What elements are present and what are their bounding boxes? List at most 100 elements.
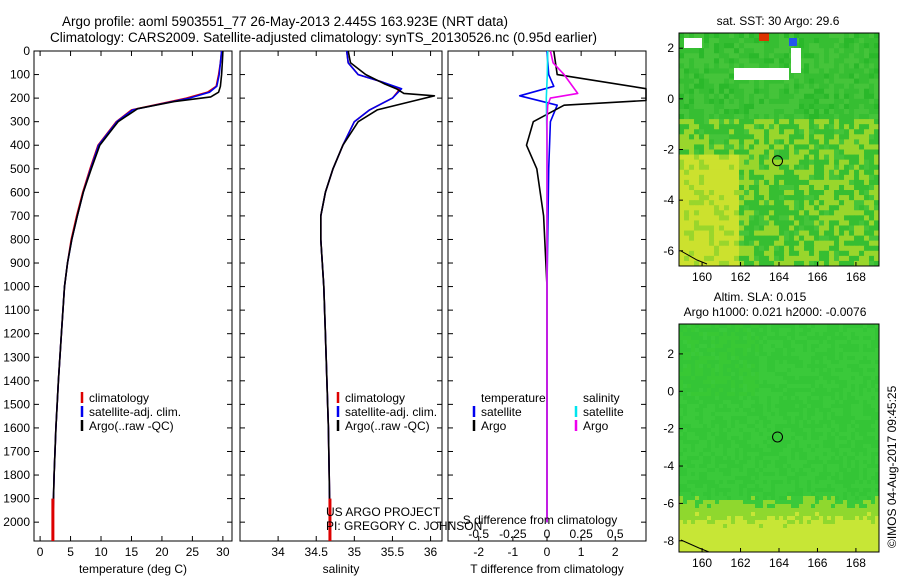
map-cell [869, 240, 875, 247]
map-cell [679, 53, 685, 59]
map-cell [775, 424, 780, 429]
map-cell [735, 368, 740, 373]
map-cell [754, 260, 760, 267]
map-cell [715, 416, 720, 421]
map-cell [755, 356, 760, 361]
map-cell [847, 404, 852, 409]
map-cell [687, 396, 692, 401]
map-cell [759, 190, 765, 196]
map-cell [867, 420, 872, 425]
map-cell [763, 480, 768, 485]
map-cell [775, 348, 780, 353]
map-cell [747, 392, 752, 397]
map-cell [724, 220, 730, 226]
map-cell [679, 124, 685, 130]
map-cell [803, 420, 808, 425]
map-cell [849, 260, 855, 267]
map-cell [779, 134, 785, 140]
map-cell [869, 159, 875, 166]
map-cell [727, 464, 732, 469]
map-cell [804, 174, 810, 181]
map-cell [823, 324, 828, 329]
map-cell [794, 225, 800, 232]
map-cell [843, 376, 848, 381]
map-cell [699, 408, 704, 413]
map-cell [787, 384, 792, 389]
map-cell [844, 250, 850, 257]
map-cell [684, 134, 690, 140]
map-cell [827, 456, 832, 461]
map-cell [699, 448, 704, 453]
map-cell [715, 344, 720, 349]
map-cell [699, 368, 704, 373]
map-cell [759, 488, 764, 493]
map-cell [824, 48, 830, 54]
map-cell [679, 78, 685, 85]
map-cell [747, 396, 752, 401]
map-cell [771, 340, 776, 345]
map-cell [779, 184, 785, 191]
map-cell [747, 408, 752, 413]
map-cell [869, 195, 875, 201]
map-cell [689, 119, 695, 125]
y-tick-label: 500 [10, 162, 30, 176]
map-cell [799, 205, 805, 211]
map-cell [799, 484, 804, 489]
map-cell [687, 344, 692, 349]
map-cell [704, 225, 710, 232]
map-cell [799, 174, 805, 181]
map-cell [729, 154, 735, 161]
map-x-tick-label: 168 [846, 556, 866, 570]
map-cell [819, 63, 825, 69]
map-cell [783, 328, 788, 333]
map-cell [863, 448, 868, 453]
map-cell [727, 516, 732, 521]
map-cell [864, 215, 870, 221]
map-cell [687, 464, 692, 469]
map-cell [695, 488, 700, 493]
map-cell [855, 492, 860, 497]
map-cell [764, 230, 770, 237]
map-cell [759, 324, 764, 329]
map-cell [759, 548, 764, 553]
map-cell [859, 114, 865, 120]
map-cell [699, 154, 705, 161]
map-cell [691, 484, 696, 489]
map-cell [719, 528, 724, 533]
map-cell [847, 488, 852, 493]
map-cell [744, 245, 750, 252]
map-cell [679, 540, 684, 545]
map-cell [709, 184, 715, 191]
map-cell [839, 408, 844, 413]
map-cell [843, 364, 848, 369]
map-cell [755, 428, 760, 433]
map-cell [711, 340, 716, 345]
map-cell [699, 139, 705, 145]
map-cell [723, 464, 728, 469]
map-cell [803, 408, 808, 413]
map-cell [714, 250, 720, 257]
map-cell [763, 448, 768, 453]
map-cell [751, 452, 756, 457]
map-cell [863, 524, 868, 529]
map-cell [687, 388, 692, 393]
map-cell [679, 500, 684, 505]
map-cell [831, 424, 836, 429]
map-cell [831, 400, 836, 405]
map-cell [779, 114, 785, 120]
map-cell [704, 200, 710, 206]
map-cell [864, 225, 870, 232]
map-cell [874, 164, 880, 171]
map-cell [875, 356, 880, 361]
map-cell [749, 38, 755, 44]
map-cell [831, 500, 836, 505]
map-cell [759, 544, 764, 549]
map-cell [764, 108, 770, 115]
map-cell [855, 456, 860, 461]
map-cell [749, 43, 755, 49]
map-cell [791, 536, 796, 541]
map-cell [775, 520, 780, 525]
map-cell [814, 139, 820, 145]
map-cell [869, 245, 875, 252]
map-cell [684, 124, 690, 130]
